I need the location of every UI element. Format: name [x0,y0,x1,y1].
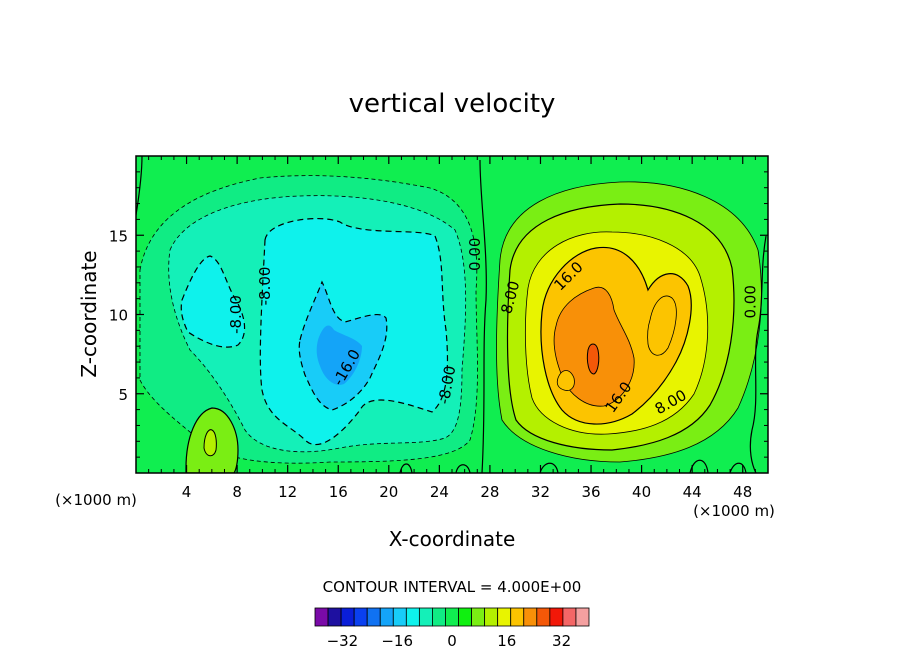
y-axis: 5 10 15 [109,171,768,458]
x-axis-label: X-coordinate [389,527,516,551]
chart-title: vertical velocity [349,89,556,119]
colorbar-swatch [314,607,329,627]
colorbar-tick-label: −16 [381,632,413,650]
x-tick-label: 28 [480,483,499,501]
x-tick-label: 20 [379,483,398,501]
contour-zero-bottom-2 [455,464,471,473]
contour-zero-east [749,235,767,473]
contour-band-20-east [647,295,677,356]
x-tick-label: 40 [632,483,651,501]
colorbar-swatch [471,607,486,627]
colorbar-swatch [562,607,577,627]
contour-band-minus-8-west [180,255,246,348]
y-tick-label: 5 [118,386,128,404]
colorbar-swatch [497,607,512,627]
colorbar-swatch [445,607,459,627]
contour-zero-bottom-5 [729,462,747,473]
contour-label: -8.00 [256,267,274,306]
colorbar-swatch [405,607,420,627]
contour-label: 0.00 [741,285,759,318]
colorbar-swatch [340,607,355,627]
colorbar-swatch [458,607,472,627]
colorbar-swatch [432,607,446,627]
contour-band-16-west-lobe [556,370,575,391]
x-tick-label: 24 [430,483,449,501]
colorbar-swatch [366,607,381,627]
colorbar-swatch [418,607,433,627]
contour-zero-bottom-4 [689,459,709,473]
contour-zero-bottom-3 [539,462,559,473]
colorbar-swatch [536,607,551,627]
y-axis-label: Z-coordinate [77,250,101,377]
colorbar-tick-label: 32 [552,632,571,650]
contour-label: 0.00 [466,238,484,271]
contour-label: -8.00 [227,295,245,334]
x-tick-label: 36 [581,483,600,501]
x-tick-label: 16 [329,483,348,501]
x-axis: 4 8 12 16 20 24 28 32 36 40 44 48 [148,156,756,501]
x-tick-label: 44 [683,483,702,501]
x-tick-label: 32 [531,483,550,501]
x-tick-label: 48 [733,483,752,501]
contour-zero-left-edge [136,156,143,216]
colorbar-swatch [353,607,368,627]
colorbar-swatch [510,607,525,627]
contour-band-minus-20 [316,325,362,385]
plot-area [136,156,768,473]
colorbar: −32 −16 0 16 32 [314,607,590,650]
colorbar-swatch [549,607,564,627]
contour-band-24 [586,343,600,375]
contour-pocket-left-8 [203,429,217,457]
y-tick-label: 15 [109,227,128,245]
y-tick-label: 10 [109,307,128,325]
x-unit-label: (×1000 m) [55,491,137,509]
colorbar-swatch [523,607,538,627]
colorbar-swatch [392,607,407,627]
contour-zero-bottom-1 [399,463,413,473]
x-tick-label: 12 [278,483,297,501]
contour-interval-text: CONTOUR INTERVAL = 4.000E+00 [323,578,582,596]
colorbar-tick-label: 0 [447,632,457,650]
x-tick-label: 8 [232,483,242,501]
colorbar-swatch [327,607,342,627]
x-unit-label-right: (×1000 m) [693,502,775,520]
x-tick-label: 4 [182,483,192,501]
colorbar-tick-label: 16 [497,632,516,650]
colorbar-swatch [379,607,394,627]
colorbar-tick-label: −32 [327,632,359,650]
colorbar-swatch [575,607,590,627]
colorbar-swatch [484,607,499,627]
contour-zero-central [479,159,487,473]
